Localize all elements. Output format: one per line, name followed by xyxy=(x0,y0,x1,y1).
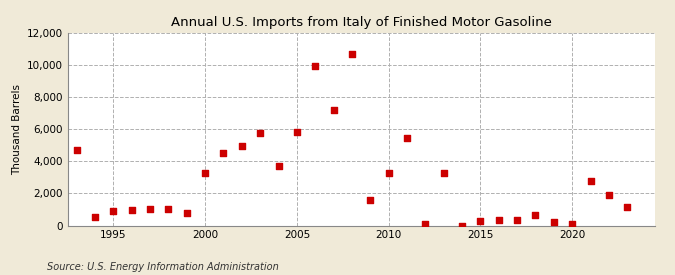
Point xyxy=(585,179,596,184)
Point xyxy=(218,150,229,155)
Title: Annual U.S. Imports from Italy of Finished Motor Gasoline: Annual U.S. Imports from Italy of Finish… xyxy=(171,16,551,29)
Point xyxy=(530,213,541,217)
Text: Source: U.S. Energy Information Administration: Source: U.S. Energy Information Administ… xyxy=(47,262,279,272)
Point xyxy=(402,136,412,140)
Point xyxy=(108,209,119,213)
Point xyxy=(182,211,192,216)
Point xyxy=(236,144,247,148)
Point xyxy=(365,198,376,202)
Point xyxy=(200,171,211,175)
Point xyxy=(163,207,174,211)
Point xyxy=(603,193,614,197)
Point xyxy=(457,223,468,228)
Point xyxy=(328,108,339,112)
Point xyxy=(126,208,137,213)
Point xyxy=(90,215,101,220)
Point xyxy=(254,131,265,136)
Point xyxy=(512,218,522,222)
Y-axis label: Thousand Barrels: Thousand Barrels xyxy=(12,84,22,175)
Point xyxy=(72,148,82,152)
Point xyxy=(273,164,284,168)
Point xyxy=(144,207,155,212)
Point xyxy=(548,220,559,224)
Point xyxy=(292,130,302,134)
Point xyxy=(346,52,357,56)
Point xyxy=(420,222,431,226)
Point xyxy=(622,205,632,209)
Point xyxy=(438,170,449,175)
Point xyxy=(383,170,394,175)
Point xyxy=(310,64,321,68)
Point xyxy=(567,222,578,226)
Point xyxy=(493,218,504,222)
Point xyxy=(475,218,486,223)
